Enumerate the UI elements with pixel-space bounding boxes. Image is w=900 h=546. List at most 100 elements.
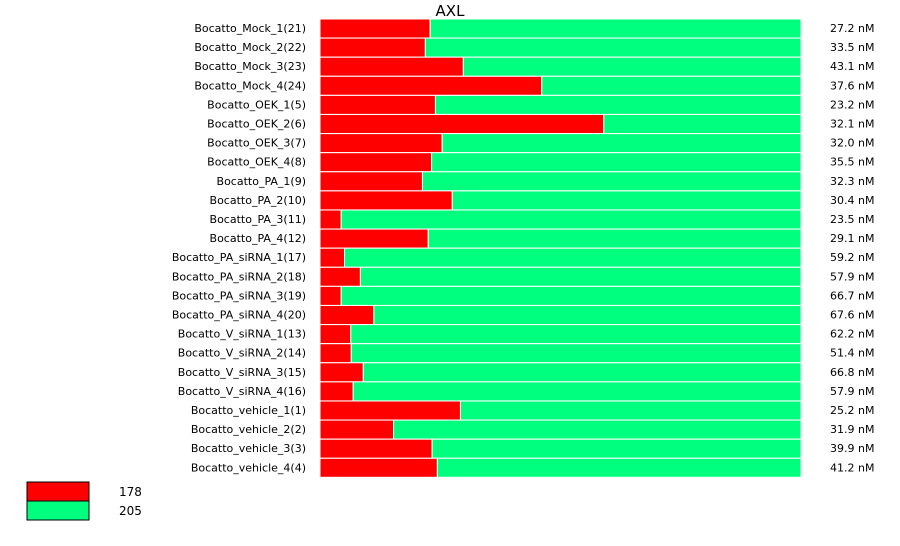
total-label: 59.2 nM <box>830 251 874 264</box>
legend-swatch-178 <box>26 481 90 502</box>
category-label: Bocatto_Mock_1(21) <box>194 22 306 35</box>
category-label: Bocatto_Mock_4(24) <box>194 79 306 92</box>
bar-row: Bocatto_Mock_2(22) 33.5 nM <box>194 37 874 58</box>
bar-segment-178 <box>319 152 433 173</box>
category-label: Bocatto_vehicle_3(3) <box>191 442 306 455</box>
category-label: Bocatto_Mock_3(23) <box>194 60 306 73</box>
total-label: 23.5 nM <box>830 213 874 226</box>
bar-segment-205 <box>451 190 802 211</box>
bar-segment-178 <box>319 285 342 306</box>
bar-segment-178 <box>319 228 429 249</box>
total-label: 25.2 nM <box>830 404 874 417</box>
bar-row: Bocatto_vehicle_2(2) 31.9 nM <box>191 419 874 440</box>
bar-segment-178 <box>319 438 433 459</box>
total-label: 57.9 nM <box>830 270 874 283</box>
bar-row: Bocatto_PA_3(11) 23.5 nM <box>210 209 874 230</box>
bar-segment-205 <box>344 247 802 268</box>
total-label: 23.2 nM <box>830 98 874 111</box>
bar-segment-205 <box>352 381 802 402</box>
bar-segment-205 <box>427 228 802 249</box>
bar-segment-178 <box>319 209 342 230</box>
bar-segment-205 <box>350 324 802 345</box>
category-label: Bocatto_OEK_1(5) <box>207 98 306 111</box>
bar-segment-205 <box>462 56 802 77</box>
category-label: Bocatto_PA_siRNA_3(19) <box>172 289 306 302</box>
bar-row: Bocatto_PA_siRNA_1(17) 59.2 nM <box>172 247 874 268</box>
bar-segment-205 <box>459 400 802 421</box>
bar-segment-205 <box>350 343 802 364</box>
bar-row: Bocatto_Mock_4(24) 37.6 nM <box>194 75 874 96</box>
bar-segment-178 <box>319 324 352 345</box>
bar-segment-205 <box>340 209 802 230</box>
category-label: Bocatto_vehicle_1(1) <box>191 404 306 417</box>
total-label: 30.4 nM <box>830 194 874 207</box>
bar-segment-205 <box>541 75 802 96</box>
bar-segment-205 <box>359 266 802 287</box>
category-label: Bocatto_vehicle_4(4) <box>191 461 306 474</box>
bar-row: Bocatto_PA_4(12) 29.1 nM <box>210 228 874 249</box>
bar-segment-178 <box>319 381 354 402</box>
bar-row: Bocatto_Mock_3(23) 43.1 nM <box>194 56 874 77</box>
bar-row: Bocatto_PA_2(10) 30.4 nM <box>210 190 874 211</box>
bar-segment-178 <box>319 18 431 39</box>
bar-row: Bocatto_PA_1(9) 32.3 nM <box>217 171 874 192</box>
total-label: 31.9 nM <box>830 423 874 436</box>
category-label: Bocatto_V_siRNA_3(15) <box>178 366 306 379</box>
bar-segment-178 <box>319 75 543 96</box>
bar-row: Bocatto_vehicle_3(3) 39.9 nM <box>191 438 874 459</box>
category-label: Bocatto_vehicle_2(2) <box>191 423 306 436</box>
bar-segment-205 <box>424 37 802 58</box>
legend-label: 178 <box>119 485 142 499</box>
bar-segment-178 <box>319 343 352 364</box>
category-label: Bocatto_PA_1(9) <box>217 175 306 188</box>
bar-row: Bocatto_vehicle_1(1) 25.2 nM <box>191 400 874 421</box>
total-label: 32.3 nM <box>830 175 874 188</box>
bar-row: Bocatto_OEK_4(8) 35.5 nM <box>207 152 874 173</box>
bar-segment-205 <box>441 133 802 154</box>
chart-rows: Bocatto_Mock_1(21) 27.2 nM Bocatto_Mock_2(… <box>172 18 874 478</box>
bar-segment-178 <box>319 400 461 421</box>
bar-segment-205 <box>434 94 802 115</box>
total-label: 43.1 nM <box>830 60 874 73</box>
bar-segment-178 <box>319 266 361 287</box>
category-label: Bocatto_V_siRNA_4(16) <box>178 385 306 398</box>
total-label: 29.1 nM <box>830 232 874 245</box>
bar-segment-178 <box>319 419 395 440</box>
total-label: 32.1 nM <box>830 118 874 131</box>
bar-segment-205 <box>340 285 802 306</box>
bar-segment-178 <box>319 362 364 383</box>
category-label: Bocatto_PA_siRNA_1(17) <box>172 251 306 264</box>
bar-segment-178 <box>319 247 346 268</box>
bar-segment-205 <box>421 171 802 192</box>
chart-title: AXL <box>436 2 466 20</box>
total-label: 33.5 nM <box>830 41 874 54</box>
category-label: Bocatto_V_siRNA_1(13) <box>178 328 306 341</box>
bar-row: Bocatto_Mock_1(21) 27.2 nM <box>194 18 874 39</box>
bar-row: Bocatto_PA_siRNA_4(20) 67.6 nM <box>172 305 874 325</box>
bar-row: Bocatto_OEK_2(6) 32.1 nM <box>207 114 874 134</box>
bar-segment-178 <box>319 37 426 58</box>
category-label: Bocatto_PA_4(12) <box>210 232 306 245</box>
legend-swatch-205 <box>26 500 90 521</box>
category-label: Bocatto_OEK_2(6) <box>207 118 306 131</box>
bar-segment-178 <box>319 114 605 134</box>
bar-segment-205 <box>431 152 802 173</box>
bar-segment-178 <box>319 171 423 192</box>
total-label: 41.2 nM <box>830 461 874 474</box>
bar-segment-205 <box>393 419 802 440</box>
category-label: Bocatto_PA_siRNA_2(18) <box>172 270 306 283</box>
total-label: 51.4 nM <box>830 347 874 360</box>
total-label: 37.6 nM <box>830 79 874 92</box>
bar-row: Bocatto_vehicle_4(4) 41.2 nM <box>191 457 874 478</box>
bar-row: Bocatto_PA_siRNA_3(19) 66.7 nM <box>172 285 874 306</box>
bar-row: Bocatto_V_siRNA_4(16) 57.9 nM <box>178 381 874 402</box>
total-label: 35.5 nM <box>830 156 874 169</box>
category-label: Bocatto_OEK_4(8) <box>207 156 306 169</box>
bar-row: Bocatto_PA_siRNA_2(18) 57.9 nM <box>172 266 874 287</box>
category-label: Bocatto_PA_3(11) <box>210 213 306 226</box>
bar-row: Bocatto_V_siRNA_3(15) 66.8 nM <box>178 362 874 383</box>
total-label: 57.9 nM <box>830 385 874 398</box>
bar-segment-178 <box>319 94 436 115</box>
